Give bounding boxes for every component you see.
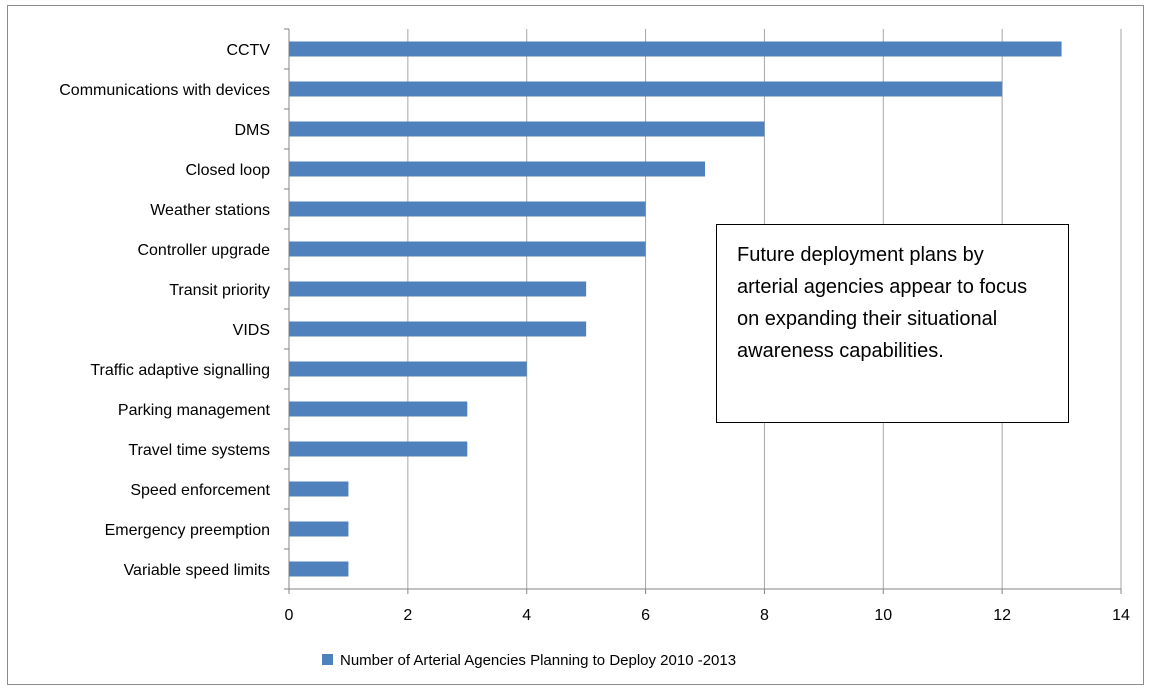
x-tick-label: 14 <box>1112 607 1130 624</box>
category-label: Travel time systems <box>128 442 270 459</box>
bar <box>289 521 349 537</box>
bar <box>289 321 587 337</box>
bar <box>289 361 527 377</box>
category-label: CCTV <box>226 42 270 59</box>
bar <box>289 241 646 257</box>
legend-label: Number of Arterial Agencies Planning to … <box>340 652 736 669</box>
bar <box>289 401 468 417</box>
x-tick-label: 6 <box>641 607 650 624</box>
x-tick-label: 12 <box>993 607 1011 624</box>
annotation-box: Future deployment plans by arterial agen… <box>716 224 1069 423</box>
x-tick-label: 0 <box>285 607 294 624</box>
x-tick-label: 10 <box>874 607 892 624</box>
legend: Number of Arterial Agencies Planning to … <box>322 652 736 669</box>
bar <box>289 201 646 217</box>
bar <box>289 281 587 297</box>
bar <box>289 121 765 137</box>
category-label: Transit priority <box>169 282 270 299</box>
category-label: Weather stations <box>150 202 270 219</box>
bar <box>289 561 349 577</box>
category-label: Communications with devices <box>59 82 270 99</box>
bar <box>289 441 468 457</box>
category-label: Controller upgrade <box>137 242 270 259</box>
annotation-text: Future deployment plans by arterial agen… <box>737 244 1028 362</box>
x-tick-label: 4 <box>522 607 531 624</box>
category-label: Speed enforcement <box>130 482 270 499</box>
x-tick-label: 8 <box>760 607 769 624</box>
bar <box>289 481 349 497</box>
bars <box>289 41 1062 577</box>
legend-swatch <box>322 654 333 665</box>
bar <box>289 41 1062 57</box>
category-label: Emergency preemption <box>105 522 270 539</box>
category-label: Closed loop <box>186 162 271 179</box>
category-label: VIDS <box>233 322 270 339</box>
category-labels: CCTV Communications with devices DMS Closed… <box>59 42 270 579</box>
bar <box>289 161 705 177</box>
x-tick-labels: 0 2 4 6 8 10 12 14 <box>285 607 1130 624</box>
category-label: DMS <box>234 122 270 139</box>
x-tick-label: 2 <box>403 607 412 624</box>
bar <box>289 81 1003 97</box>
category-label: Variable speed limits <box>124 562 270 579</box>
category-label: Parking management <box>118 402 271 419</box>
category-label: Traffic adaptive signalling <box>90 362 270 379</box>
